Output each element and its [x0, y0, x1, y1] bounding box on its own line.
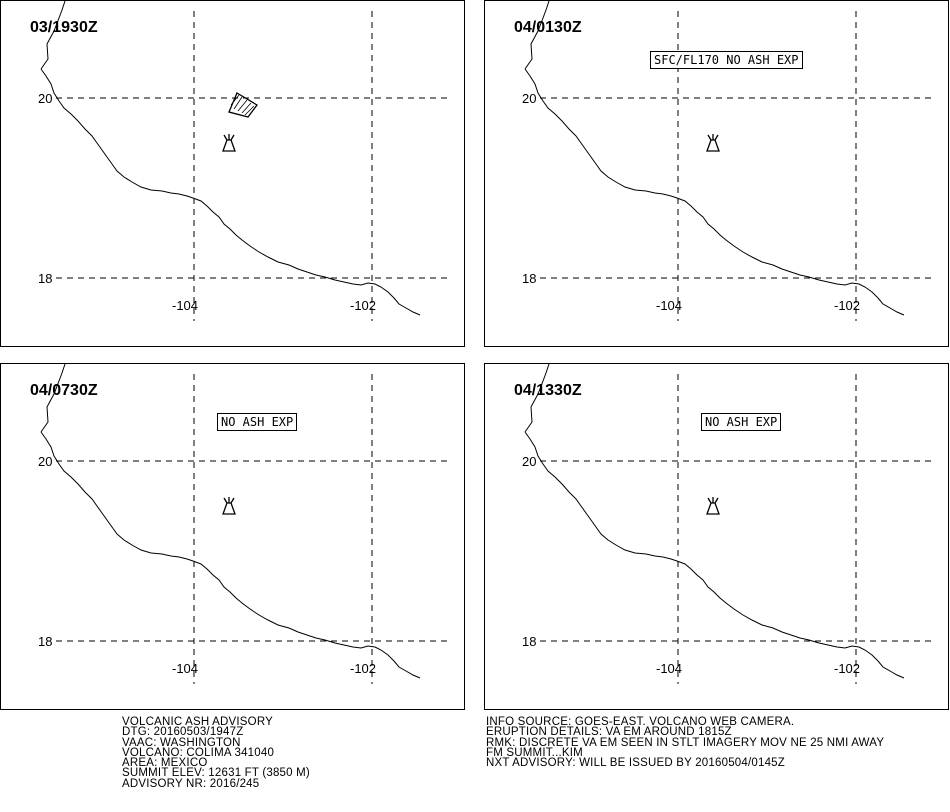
advisory-remarks-cont: FM SUMMIT...KIM — [486, 746, 583, 759]
advisory-next: NXT ADVISORY: WILL BE ISSUED BY 20160504… — [486, 757, 785, 770]
panel-time-label: 04/0730Z — [30, 382, 98, 399]
advisory-eruption-details: ERUPTION DETAILS: VA EM AROUND 1815Z — [486, 726, 732, 739]
coastline — [524, 364, 905, 679]
forecast-label: NO ASH EXP — [217, 413, 298, 431]
advisory-info-source: INFO SOURCE: GOES-EAST. VOLCANO WEB CAME… — [486, 716, 795, 728]
forecast-label: SFC/FL170 NO ASH EXP — [650, 51, 803, 69]
map-canvas — [40, 1, 448, 321]
volcano-icon — [222, 497, 236, 515]
advisory-number: ADVISORY NR: 2016/245 — [122, 777, 260, 790]
map-canvas — [524, 364, 932, 684]
lat-label: 18 — [522, 271, 537, 286]
lat-label: 18 — [38, 271, 53, 286]
lon-label: -102 — [350, 661, 377, 676]
advisory-vaac: VAAC: WASHINGTON — [122, 736, 241, 749]
map-panel-3: 04/0730Z 20 18 -104 -102 NO ASH EXP — [0, 363, 465, 710]
coastline — [40, 1, 421, 316]
volcano-icon — [706, 134, 720, 152]
lat-label: 20 — [522, 454, 537, 469]
map-panel-4: 04/1330Z 20 18 -104 -102 NO ASH EXP — [484, 363, 949, 710]
advisory-area: AREA: MEXICO — [122, 757, 208, 770]
lat-label: 18 — [522, 634, 537, 649]
volcano-icon — [222, 134, 236, 152]
advisory-details-block: INFO SOURCE: GOES-EAST. VOLCANO WEB CAME… — [486, 716, 885, 770]
lon-label: -102 — [350, 298, 377, 313]
lon-label: -102 — [834, 661, 861, 676]
map-canvas — [524, 1, 932, 321]
advisory-header-block: VOLCANIC ASH ADVISORY DTG: 20160503/1947… — [122, 716, 310, 790]
panel-time-label: 04/0130Z — [514, 19, 582, 36]
panel-time-label: 04/1330Z — [514, 382, 582, 399]
volcano-icon — [706, 497, 720, 515]
advisory-summit-elev: SUMMIT ELEV: 12631 FT (3850 M) — [122, 767, 310, 780]
advisory-volcano: VOLCANO: COLIMA 341040 — [122, 746, 275, 759]
ash-cloud-polygon — [228, 92, 258, 118]
coastline — [40, 364, 421, 679]
advisory-dtg: DTG: 20160503/1947Z — [122, 726, 244, 739]
lon-label: -104 — [172, 298, 199, 313]
lat-label: 20 — [522, 91, 537, 106]
panel-time-label: 03/1930Z — [30, 19, 98, 36]
lon-label: -104 — [172, 661, 199, 676]
forecast-label: NO ASH EXP — [701, 413, 782, 431]
lon-label: -102 — [834, 298, 861, 313]
advisory-title: VOLCANIC ASH ADVISORY — [122, 716, 273, 728]
coastline — [524, 1, 905, 316]
advisory-remarks: RMK: DISCRETE VA EM SEEN IN STLT IMAGERY… — [486, 736, 885, 749]
lat-label: 20 — [38, 91, 53, 106]
lat-label: 18 — [38, 634, 53, 649]
lon-label: -104 — [656, 298, 683, 313]
lat-label: 20 — [38, 454, 53, 469]
map-canvas — [40, 364, 448, 684]
map-panel-1: 03/1930Z 20 18 -104 -102 — [0, 0, 465, 347]
map-panel-2: 04/0130Z 20 18 -104 -102 SFC/FL170 NO ASH EXP — [484, 0, 949, 347]
lon-label: -104 — [656, 661, 683, 676]
